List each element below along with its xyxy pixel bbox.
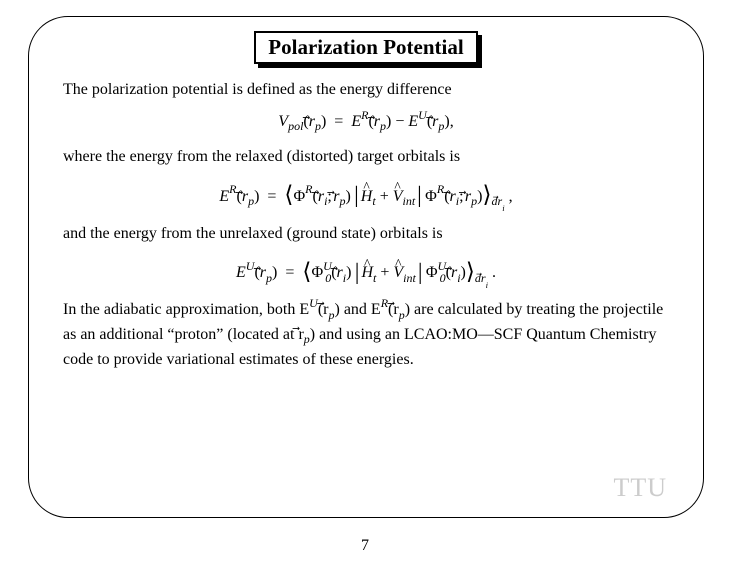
equation-1: Vpol(rp) = ER(rp) − EU(rp), <box>63 113 669 131</box>
slide-title: Polarization Potential <box>254 31 477 64</box>
paragraph-4: In the adiabatic approximation, both EU(… <box>63 298 669 372</box>
equation-3: EU(rp) = ⟨ΦU0(ri) |Ht + Vint| ΦU0(ri)⟩dr… <box>63 256 669 284</box>
title-box: Polarization Potential <box>254 31 477 64</box>
paragraph-2: where the energy from the relaxed (disto… <box>63 145 669 170</box>
paragraph-1: The polarization potential is defined as… <box>63 78 669 103</box>
slide-frame: Polarization Potential The polarization … <box>28 16 704 518</box>
title-container: Polarization Potential <box>63 31 669 64</box>
paragraph-3: and the energy from the unrelaxed (groun… <box>63 222 669 247</box>
para4-part-b: and <box>340 301 371 318</box>
watermark: TTU <box>613 473 667 503</box>
equation-2: ER(rp) = ⟨ΦR(ri; rp) |Ht + Vint| ΦR(ri; … <box>63 180 669 208</box>
page-number: 7 <box>0 537 730 555</box>
para4-part-a: In the adiabatic approximation, both <box>63 301 299 318</box>
